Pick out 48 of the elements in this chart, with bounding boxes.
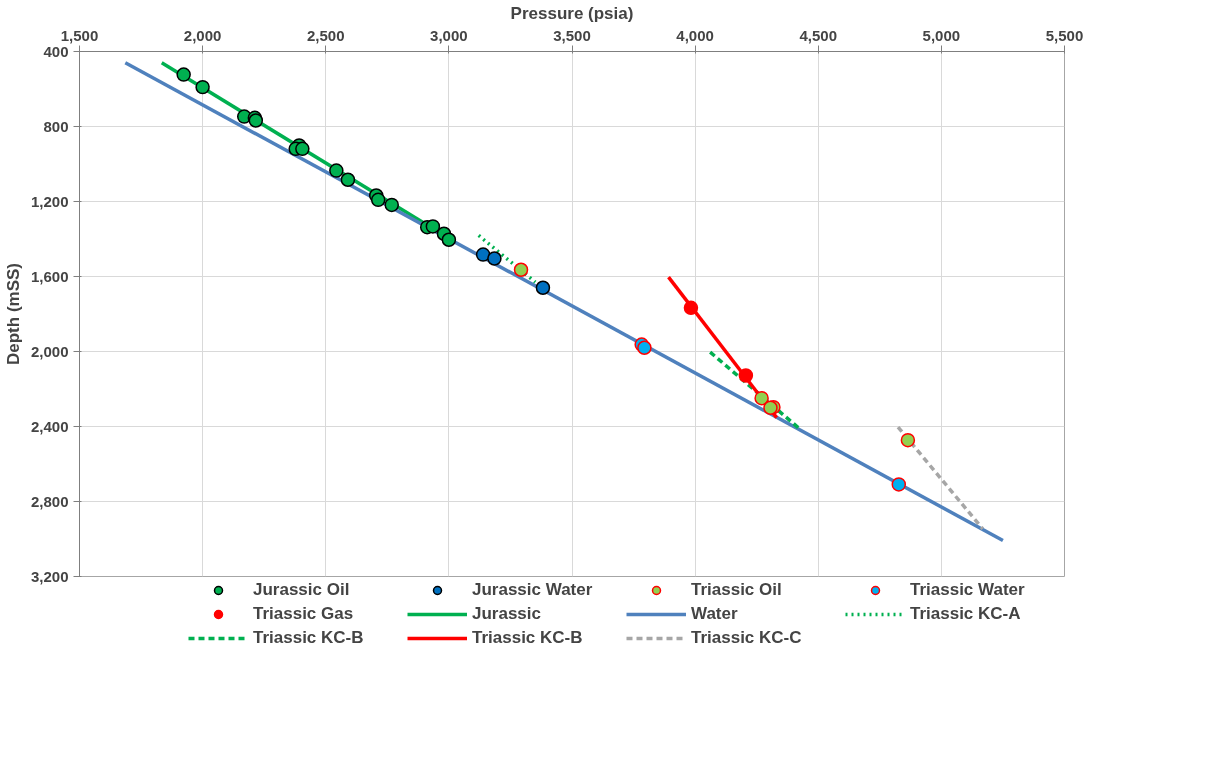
point bbox=[535, 280, 551, 295]
point bbox=[384, 197, 399, 213]
legend-label: Jurassic Oil bbox=[253, 580, 351, 600]
x-tick-label: 2,000 bbox=[183, 26, 222, 44]
point bbox=[475, 247, 491, 262]
legend-label: Triassic KC-B bbox=[253, 628, 365, 648]
x-tick-label: 4,500 bbox=[799, 26, 838, 44]
x-tick-label: 2,500 bbox=[306, 26, 345, 44]
point bbox=[441, 232, 457, 247]
x-tick-label: 3,000 bbox=[430, 26, 468, 44]
point bbox=[425, 219, 441, 234]
point bbox=[487, 251, 502, 266]
legend-label: Water bbox=[691, 604, 739, 624]
legend-label: Triassic KC-A bbox=[910, 604, 1022, 624]
point bbox=[738, 368, 754, 383]
legend-label: Triassic Gas bbox=[253, 604, 355, 624]
x-tick-label: 3,500 bbox=[553, 26, 591, 44]
point bbox=[295, 141, 310, 157]
y-axis-title: Depth (mSS) bbox=[3, 263, 23, 365]
point bbox=[340, 172, 356, 187]
y-tick-label: 1,600 bbox=[30, 267, 69, 285]
point bbox=[176, 67, 191, 82]
point bbox=[195, 79, 210, 95]
x-tick-label: 5,000 bbox=[922, 26, 961, 44]
y-tick-label: 2,400 bbox=[30, 417, 69, 435]
legend-label: Triassic Oil bbox=[691, 580, 783, 600]
legend-label: Triassic Water bbox=[910, 580, 1026, 600]
x-axis-title: Pressure (psia) bbox=[510, 3, 634, 23]
legend-label: Triassic KC-C bbox=[691, 628, 803, 648]
y-tick-label: 2,800 bbox=[30, 492, 69, 510]
point bbox=[329, 163, 344, 178]
point bbox=[683, 300, 699, 316]
point bbox=[370, 192, 386, 208]
y-tick-label: 800 bbox=[43, 117, 69, 135]
legend-label: Jurassic bbox=[472, 604, 542, 624]
y-tick-label: 1,200 bbox=[30, 192, 69, 210]
legend-label: Jurassic Water bbox=[472, 580, 594, 600]
point bbox=[754, 390, 769, 406]
y-tick-label: 3,200 bbox=[30, 567, 69, 585]
y-tick-label: 400 bbox=[43, 42, 69, 60]
point bbox=[891, 477, 907, 492]
point bbox=[900, 432, 916, 448]
point bbox=[513, 262, 529, 277]
x-tick-label: 5,500 bbox=[1045, 26, 1084, 44]
x-tick-label: 4,000 bbox=[676, 26, 714, 44]
y-tick-label: 2,000 bbox=[30, 342, 69, 360]
legend-label: Triassic KC-B bbox=[472, 628, 584, 648]
x-tick-label: 1,500 bbox=[60, 26, 99, 44]
